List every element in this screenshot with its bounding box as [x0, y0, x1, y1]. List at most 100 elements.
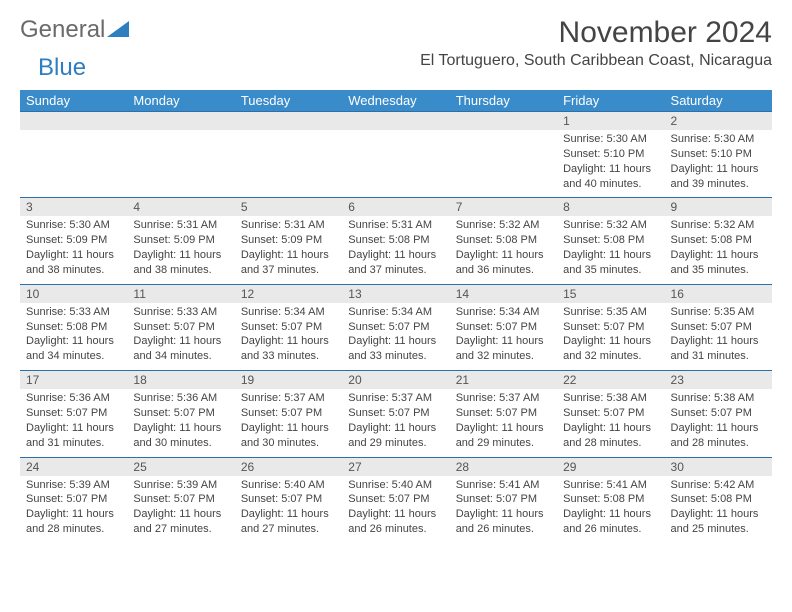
sunrise-text: Sunrise: 5:34 AM [456, 305, 551, 320]
sunset-text: Sunset: 5:07 PM [241, 492, 336, 507]
daylight-text: Daylight: 11 hours and 29 minutes. [456, 421, 551, 451]
sunrise-text: Sunrise: 5:30 AM [563, 132, 658, 147]
day-cell: Sunrise: 5:34 AMSunset: 5:07 PMDaylight:… [235, 303, 342, 371]
sunset-text: Sunset: 5:08 PM [671, 233, 766, 248]
day-cell [127, 130, 234, 198]
day-cell: Sunrise: 5:30 AMSunset: 5:10 PMDaylight:… [557, 130, 664, 198]
sunrise-text: Sunrise: 5:30 AM [26, 218, 121, 233]
day-cell: Sunrise: 5:40 AMSunset: 5:07 PMDaylight:… [342, 476, 449, 543]
daylight-text: Daylight: 11 hours and 28 minutes. [563, 421, 658, 451]
daynum-cell [235, 112, 342, 131]
daylight-text: Daylight: 11 hours and 33 minutes. [348, 334, 443, 364]
day-cell: Sunrise: 5:36 AMSunset: 5:07 PMDaylight:… [127, 389, 234, 457]
day-cell: Sunrise: 5:32 AMSunset: 5:08 PMDaylight:… [450, 216, 557, 284]
sunrise-text: Sunrise: 5:40 AM [241, 478, 336, 493]
daylight-text: Daylight: 11 hours and 32 minutes. [456, 334, 551, 364]
sunset-text: Sunset: 5:08 PM [563, 492, 658, 507]
daynum-cell: 13 [342, 284, 449, 303]
daynum-cell: 28 [450, 457, 557, 476]
sunset-text: Sunset: 5:07 PM [456, 406, 551, 421]
daynum-cell: 6 [342, 198, 449, 217]
day-cell: Sunrise: 5:37 AMSunset: 5:07 PMDaylight:… [235, 389, 342, 457]
daylight-text: Daylight: 11 hours and 31 minutes. [26, 421, 121, 451]
daynum-cell: 23 [665, 371, 772, 390]
location-text: El Tortuguero, South Caribbean Coast, Ni… [420, 52, 772, 70]
sunset-text: Sunset: 5:07 PM [26, 492, 121, 507]
sunrise-text: Sunrise: 5:35 AM [563, 305, 658, 320]
sunset-text: Sunset: 5:08 PM [671, 492, 766, 507]
daylight-text: Daylight: 11 hours and 40 minutes. [563, 162, 658, 192]
daylight-text: Daylight: 11 hours and 28 minutes. [671, 421, 766, 451]
daynum-cell [127, 112, 234, 131]
daynum-cell: 12 [235, 284, 342, 303]
daylight-text: Daylight: 11 hours and 31 minutes. [671, 334, 766, 364]
week-4-content-row: Sunrise: 5:39 AMSunset: 5:07 PMDaylight:… [20, 476, 772, 543]
sunset-text: Sunset: 5:08 PM [26, 320, 121, 335]
sunset-text: Sunset: 5:07 PM [671, 406, 766, 421]
day-cell: Sunrise: 5:36 AMSunset: 5:07 PMDaylight:… [20, 389, 127, 457]
daylight-text: Daylight: 11 hours and 38 minutes. [133, 248, 228, 278]
daynum-cell: 24 [20, 457, 127, 476]
sunrise-text: Sunrise: 5:34 AM [348, 305, 443, 320]
sunset-text: Sunset: 5:09 PM [26, 233, 121, 248]
day-cell: Sunrise: 5:39 AMSunset: 5:07 PMDaylight:… [20, 476, 127, 543]
day-cell: Sunrise: 5:33 AMSunset: 5:07 PMDaylight:… [127, 303, 234, 371]
week-3-daynum-row: 17181920212223 [20, 371, 772, 390]
sunrise-text: Sunrise: 5:40 AM [348, 478, 443, 493]
day-cell: Sunrise: 5:37 AMSunset: 5:07 PMDaylight:… [342, 389, 449, 457]
day-cell [235, 130, 342, 198]
calendar-body: 12Sunrise: 5:30 AMSunset: 5:10 PMDayligh… [20, 112, 772, 543]
day-header-saturday: Saturday [665, 90, 772, 112]
daynum-cell [20, 112, 127, 131]
sunset-text: Sunset: 5:07 PM [563, 406, 658, 421]
day-cell [450, 130, 557, 198]
sunrise-text: Sunrise: 5:35 AM [671, 305, 766, 320]
sunrise-text: Sunrise: 5:38 AM [671, 391, 766, 406]
day-header-thursday: Thursday [450, 90, 557, 112]
daynum-cell: 16 [665, 284, 772, 303]
daylight-text: Daylight: 11 hours and 37 minutes. [348, 248, 443, 278]
logo-text-blue: Blue [38, 54, 86, 81]
daynum-cell: 26 [235, 457, 342, 476]
week-3-content-row: Sunrise: 5:36 AMSunset: 5:07 PMDaylight:… [20, 389, 772, 457]
daylight-text: Daylight: 11 hours and 34 minutes. [26, 334, 121, 364]
daylight-text: Daylight: 11 hours and 29 minutes. [348, 421, 443, 451]
week-2-daynum-row: 10111213141516 [20, 284, 772, 303]
sunrise-text: Sunrise: 5:34 AM [241, 305, 336, 320]
daynum-cell: 15 [557, 284, 664, 303]
day-cell: Sunrise: 5:31 AMSunset: 5:09 PMDaylight:… [127, 216, 234, 284]
day-header-row: SundayMondayTuesdayWednesdayThursdayFrid… [20, 90, 772, 112]
day-cell: Sunrise: 5:32 AMSunset: 5:08 PMDaylight:… [665, 216, 772, 284]
week-2-content-row: Sunrise: 5:33 AMSunset: 5:08 PMDaylight:… [20, 303, 772, 371]
sunrise-text: Sunrise: 5:41 AM [563, 478, 658, 493]
sunrise-text: Sunrise: 5:30 AM [671, 132, 766, 147]
sunset-text: Sunset: 5:10 PM [671, 147, 766, 162]
day-cell: Sunrise: 5:30 AMSunset: 5:10 PMDaylight:… [665, 130, 772, 198]
sunset-text: Sunset: 5:07 PM [671, 320, 766, 335]
day-cell: Sunrise: 5:35 AMSunset: 5:07 PMDaylight:… [665, 303, 772, 371]
sunrise-text: Sunrise: 5:32 AM [671, 218, 766, 233]
daylight-text: Daylight: 11 hours and 38 minutes. [26, 248, 121, 278]
daynum-cell: 14 [450, 284, 557, 303]
day-cell: Sunrise: 5:40 AMSunset: 5:07 PMDaylight:… [235, 476, 342, 543]
sunset-text: Sunset: 5:07 PM [241, 320, 336, 335]
daynum-cell: 9 [665, 198, 772, 217]
sunrise-text: Sunrise: 5:37 AM [241, 391, 336, 406]
day-cell: Sunrise: 5:34 AMSunset: 5:07 PMDaylight:… [342, 303, 449, 371]
sunset-text: Sunset: 5:07 PM [348, 320, 443, 335]
daylight-text: Daylight: 11 hours and 27 minutes. [241, 507, 336, 537]
sunset-text: Sunset: 5:07 PM [456, 320, 551, 335]
daylight-text: Daylight: 11 hours and 37 minutes. [241, 248, 336, 278]
week-4-daynum-row: 24252627282930 [20, 457, 772, 476]
daylight-text: Daylight: 11 hours and 35 minutes. [671, 248, 766, 278]
daynum-cell: 17 [20, 371, 127, 390]
day-header-sunday: Sunday [20, 90, 127, 112]
daynum-cell: 3 [20, 198, 127, 217]
sunrise-text: Sunrise: 5:31 AM [241, 218, 336, 233]
sunrise-text: Sunrise: 5:32 AM [563, 218, 658, 233]
daylight-text: Daylight: 11 hours and 39 minutes. [671, 162, 766, 192]
daynum-cell: 27 [342, 457, 449, 476]
day-cell: Sunrise: 5:37 AMSunset: 5:07 PMDaylight:… [450, 389, 557, 457]
logo-triangle-icon [107, 16, 129, 44]
daylight-text: Daylight: 11 hours and 26 minutes. [456, 507, 551, 537]
